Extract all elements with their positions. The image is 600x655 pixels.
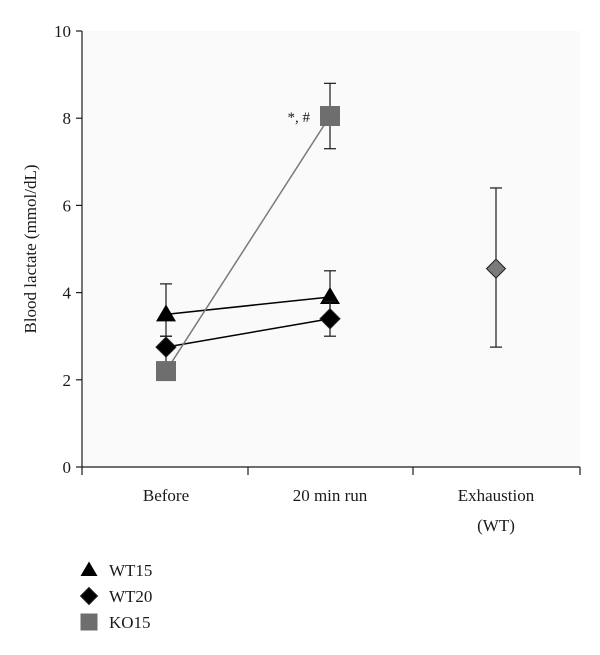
x-category-label: Before	[143, 486, 189, 505]
series-exhaustion-wt	[485, 187, 507, 348]
data-point-diamond	[155, 336, 177, 358]
y-tick-label: 2	[63, 371, 72, 390]
series-line	[165, 296, 331, 316]
y-tick-label: 6	[63, 196, 72, 215]
data-point-square	[156, 361, 176, 382]
x-category-label: Exhaustion	[458, 486, 535, 505]
legend-label: KO15	[109, 613, 151, 632]
x-category-sublabel: (WT)	[477, 516, 515, 535]
legend-label: WT15	[109, 561, 152, 580]
series-line	[165, 318, 331, 348]
data-point-square	[320, 106, 340, 127]
legend-marker-square	[80, 613, 98, 631]
y-tick-label: 4	[63, 284, 72, 303]
plot-area	[82, 31, 580, 467]
legend-entry-wt15: WT15	[80, 561, 152, 580]
legend-entry-ko15: KO15	[80, 613, 151, 632]
legend-marker-triangle	[80, 561, 98, 576]
data-point-diamond	[485, 258, 507, 279]
series-ko15	[156, 82, 340, 382]
series-line	[165, 115, 331, 372]
legend-entry-wt20: WT20	[79, 586, 152, 606]
series-layer: *, #	[155, 82, 507, 382]
data-point-triangle	[156, 304, 176, 322]
y-axis-title: Blood lactate (mmol/dL)	[21, 164, 40, 333]
legend-marker-diamond	[79, 586, 99, 606]
data-point-triangle	[320, 286, 340, 304]
axes: 0 2 4 6 8 10 Before 20 min run Exhaustion (WT) Blo…	[21, 22, 581, 535]
data-point-diamond	[319, 308, 341, 330]
legend-label: WT20	[109, 587, 152, 606]
significance-annotation: *, #	[288, 110, 311, 126]
y-tick-label: 0	[63, 458, 72, 477]
y-tick-label: 8	[63, 109, 72, 128]
y-tick-label: 10	[54, 22, 71, 41]
legend: WT15 WT20 KO15	[79, 561, 152, 632]
x-category-label: 20 min run	[293, 486, 368, 505]
